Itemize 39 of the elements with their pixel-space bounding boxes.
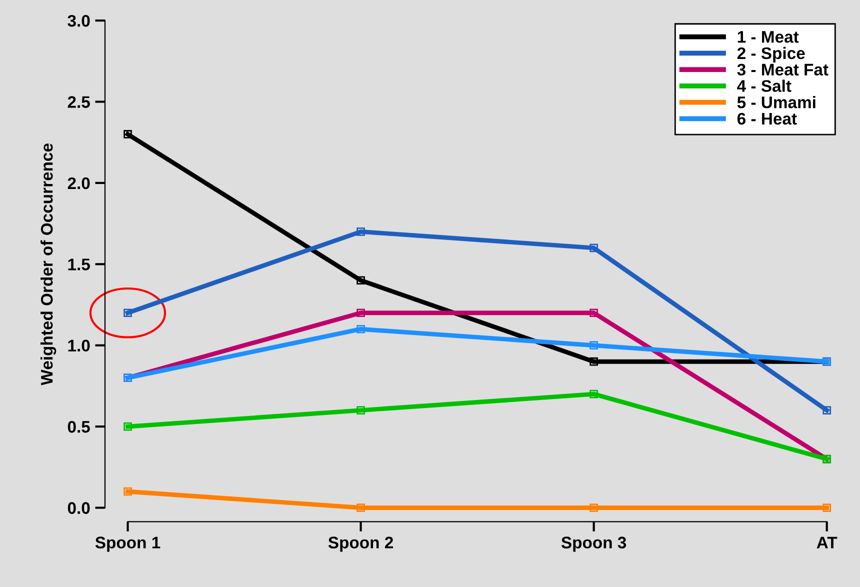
legend-label: 1 - Meat: [738, 31, 799, 43]
point: [356, 504, 365, 512]
point: [590, 504, 598, 512]
point: [822, 504, 832, 512]
y-tick-label: 0.5: [68, 420, 90, 433]
line-series: [124, 390, 832, 464]
y-tick-label: 1.0: [68, 340, 90, 352]
point: [356, 276, 365, 285]
y-tick-label: 2.0: [68, 177, 90, 190]
legend-label: 6 - Heat: [737, 112, 797, 125]
legend-label: 3 - Meat Fat: [737, 64, 828, 76]
line-series: [124, 324, 832, 382]
y-tick-label: 0.0: [68, 502, 90, 514]
point: [356, 324, 365, 334]
x-tick-label: Spoon 1: [95, 536, 160, 552]
point: [590, 308, 598, 318]
legend-label: 5 - Umami: [737, 96, 816, 108]
y-axis-title: Weighted Order of Occurrence: [40, 144, 56, 386]
point: [124, 130, 132, 138]
legend-label: 2 - Spice: [737, 46, 805, 62]
x-tick-label: Spoon 2: [328, 536, 393, 552]
point: [822, 406, 832, 414]
y-tick-label: 1.5: [68, 258, 90, 270]
legend-label: 4 - Salt: [737, 80, 792, 92]
y-tick-label: 3.0: [68, 14, 90, 27]
point: [356, 406, 365, 414]
x-tick-label: Spoon 3: [561, 536, 626, 552]
point: [590, 357, 598, 366]
y-tick-label: 2.5: [68, 96, 90, 108]
point: [356, 228, 365, 236]
point: [124, 487, 132, 496]
point: [124, 422, 132, 431]
point: [356, 308, 365, 318]
point: [590, 244, 598, 252]
point: [590, 390, 598, 398]
line-series: [124, 228, 832, 414]
point: [590, 341, 598, 350]
x-tick-label: AT: [816, 536, 838, 548]
point: [124, 308, 132, 318]
